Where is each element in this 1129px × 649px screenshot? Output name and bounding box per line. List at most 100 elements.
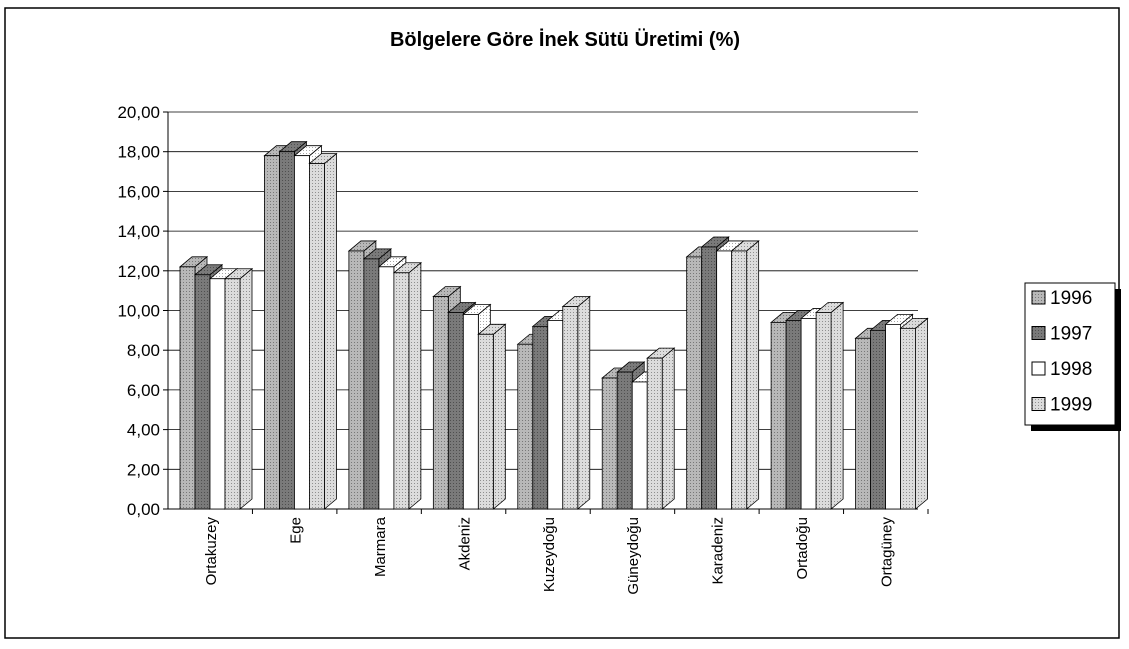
bar-face [294, 145, 322, 156]
bar-face [195, 264, 222, 275]
bar [561, 295, 591, 510]
bar-face [870, 330, 886, 509]
bar-face [816, 302, 844, 313]
y-tick-label: 4,00 [127, 421, 160, 440]
bar-face [532, 326, 548, 509]
bar-face [363, 248, 391, 259]
chart-title: Bölgelere Göre İnek Sütü Üretimi (%) [390, 28, 740, 51]
bar-face [279, 151, 295, 509]
bar-face [393, 272, 409, 509]
y-tick-label: 0,00 [127, 500, 160, 519]
bar-face [378, 266, 395, 510]
y-tick-label: 18,00 [117, 143, 160, 162]
bar-face [463, 304, 491, 315]
bar [815, 301, 845, 510]
bar-face [433, 296, 449, 509]
x-tick-label: Karadeniz [710, 517, 727, 585]
legend-swatch-pattern [1032, 326, 1045, 340]
bar-face [900, 318, 928, 329]
bar-face [786, 320, 802, 509]
bar-face [885, 314, 913, 325]
legend-swatch-pattern [1032, 291, 1045, 304]
bar-face [647, 348, 675, 359]
bar-face [547, 320, 564, 510]
legend-label: 1996 [1050, 288, 1092, 309]
y-tick-label: 16,00 [117, 182, 160, 201]
bar-face [478, 334, 494, 509]
bar-face [786, 310, 814, 321]
bar-face [915, 318, 928, 509]
bar-face [662, 348, 675, 509]
bar-face [209, 278, 226, 510]
legend-label: 1998 [1050, 359, 1092, 380]
bar-face [686, 256, 702, 509]
bar-face [562, 306, 578, 509]
bar-face [731, 240, 759, 251]
bar-face [701, 246, 717, 510]
x-tick-label: Akdeniz [456, 517, 473, 570]
bar-face [264, 155, 280, 510]
bar-face [309, 153, 337, 164]
bar-face [294, 155, 310, 510]
bar-face [602, 377, 618, 509]
bar [646, 347, 676, 510]
bar-face [900, 328, 916, 509]
bar-face [393, 262, 421, 273]
bar-face [577, 296, 590, 509]
bar-face [210, 268, 237, 279]
bar-face [378, 256, 406, 267]
x-tick-label: Marmara [372, 516, 389, 577]
legend-label: 1999 [1050, 395, 1092, 416]
bar [477, 323, 507, 510]
bar-face [716, 250, 733, 510]
y-tick-label: 10,00 [117, 302, 160, 321]
bar-face [631, 381, 648, 510]
bar-face [433, 286, 461, 297]
bar-face [746, 240, 759, 509]
bar [392, 261, 422, 510]
bar-face [617, 362, 645, 373]
bar-face [448, 302, 476, 313]
x-tick-label: Ortadoğu [794, 517, 811, 580]
bar-face [363, 258, 379, 509]
bar-face [800, 318, 817, 510]
bar-face [448, 312, 464, 509]
bar [223, 267, 254, 510]
bar-face [225, 268, 252, 279]
x-tick-label: Güneydoğu [625, 517, 642, 595]
bar [730, 240, 760, 510]
bar-face [324, 153, 337, 510]
bar-face [225, 278, 240, 509]
y-tick-label: 8,00 [127, 341, 160, 360]
x-tick-label: Kuzeydoğu [541, 517, 558, 592]
bar-face [647, 358, 663, 509]
bar-face [562, 296, 590, 307]
legend-swatch [1031, 361, 1046, 376]
bar-face [195, 274, 210, 509]
x-tick-label: Ortagüney [879, 517, 896, 588]
legend-label: 1997 [1050, 324, 1092, 345]
bar-face [816, 312, 832, 509]
bar-face [731, 250, 747, 509]
bar-face [279, 141, 307, 152]
bar-face [771, 322, 787, 509]
y-tick-label: 14,00 [117, 222, 160, 241]
bar-face [493, 324, 506, 509]
x-tick-label: Ortakuzey [203, 517, 220, 586]
bar-face [348, 250, 364, 509]
bar-face [240, 268, 252, 509]
bar [308, 152, 338, 510]
y-tick-label: 2,00 [127, 460, 160, 479]
bar-face [701, 236, 729, 247]
bar-face [885, 323, 901, 510]
bar [899, 317, 929, 510]
bar-face [408, 262, 421, 509]
bar-face [716, 240, 744, 251]
bar-face [309, 163, 325, 510]
bar-face [180, 256, 207, 267]
y-tick-label: 12,00 [117, 262, 160, 281]
bar-face [478, 324, 506, 335]
x-tick-label: Ege [287, 517, 304, 544]
